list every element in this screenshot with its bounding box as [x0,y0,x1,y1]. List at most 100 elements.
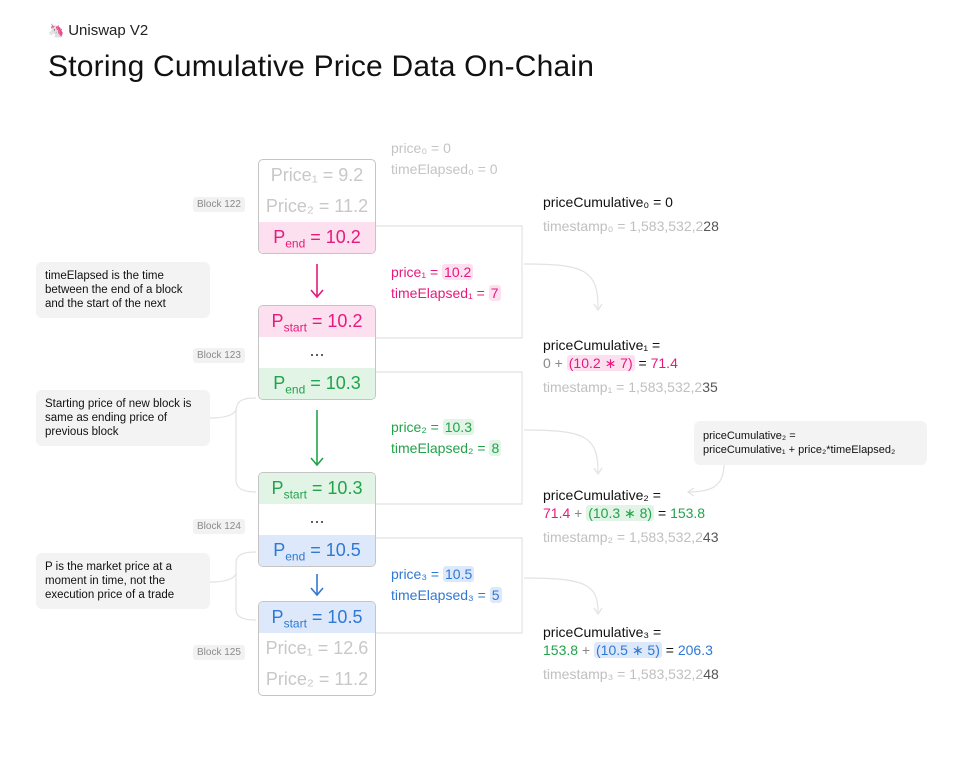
equals-sign: = [661,642,678,658]
interval-te-value: 5 [489,587,502,603]
timestamp-prefix: timestamp₃ = 1,583,532,2 [543,666,704,682]
timestamp-1: timestamp₁ = 1,583,532,235 [543,378,718,396]
block-125-p-start: Pstart = 10.5 [259,602,375,633]
block-123-dots: ... [309,340,325,360]
p-letter: P [271,311,284,331]
block-label-124: Block 124 [193,519,245,534]
interval-1: price₁ = 10.2 timeElapsed₁ = 7 [391,262,501,304]
note-market-price: P is the market price at a moment in tim… [36,553,210,609]
timestamp-suffix: 43 [702,529,719,545]
timestamp-0: timestamp₀ = 1,583,532,228 [543,217,719,235]
interval-3: price₃ = 10.5 timeElapsed₃ = 5 [391,564,502,606]
curve-to-cumulative-3 [523,577,599,613]
curve-to-cumulative-1 [523,263,599,309]
timestamp-suffix: 28 [703,218,719,234]
timestamp-prefix: timestamp₀ = 1,583,532,2 [543,218,704,234]
brand: 🦄 Uniswap V2 [48,22,148,39]
interval-price-label: price₂ = [391,419,443,435]
block-124-p-start: Pstart = 10.3 [259,473,375,504]
block-125-price1: Price₁ = 12.6 [265,638,369,658]
sub-end: end [285,236,306,251]
block-124-p-end: Pend = 10.5 [259,535,375,566]
initial-values: price₀ = 0 timeElapsed₀ = 0 [391,138,498,180]
cumulative-prev: 0 [543,355,551,371]
p-start-value: = 10.3 [306,478,363,498]
plus-sign: + [578,642,595,658]
interval-te-value: 8 [489,440,502,456]
cumulative-prev: 153.8 [543,642,579,658]
time-elapsed0-text: timeElapsed₀ = 0 [391,161,498,177]
p-start-value: = 10.5 [306,607,363,627]
cumulative-2-equation: 71.4 + (10.3 ∗ 8) = 153.8 [543,504,719,522]
equals-sign: = [654,505,671,521]
p-letter: P [273,540,286,560]
block-125-price2: Price₂ = 11.2 [265,669,369,689]
block-123: Pstart = 10.2 ... Pend = 10.3 [258,305,376,400]
interval-price-value: 10.5 [443,566,475,582]
price0-text: price₀ = 0 [391,140,451,156]
unicorn-icon: 🦄 [48,22,65,38]
p-end-value: = 10.2 [305,227,361,247]
interval-te-value: 7 [488,285,501,301]
note-connector-starting-price-2 [209,409,237,419]
block-124: Pstart = 10.3 ... Pend = 10.5 [258,472,376,567]
formula-note: priceCumulative₂ = priceCumulative₁ + pr… [694,421,927,465]
block-122-price2: Price₂ = 11.2 [265,196,369,216]
note-connector-market-price [235,551,257,621]
cumulative-result: 206.3 [677,642,713,658]
block-label-125: Block 125 [193,645,245,660]
block-label-123: Block 123 [193,348,245,363]
cumulative-1-equation: 0 + (10.2 ∗ 7) = 71.4 [543,354,718,372]
interval-2: price₂ = 10.3 timeElapsed₂ = 8 [391,417,502,459]
cumulative-3: priceCumulative₃ = 153.8 + (10.5 ∗ 5) = … [543,623,719,683]
cumulative-product: (10.5 ∗ 5) [594,642,662,658]
cumulative-3-equation: 153.8 + (10.5 ∗ 5) = 206.3 [543,641,719,659]
interval-bracket-2 [376,371,523,505]
note-connector-starting-price [235,397,257,493]
block-122: Price₁ = 9.2 Price₂ = 11.2 Pend = 10.2 [258,159,376,254]
cumulative-0-label: priceCumulative₀ = 0 [543,194,673,210]
interval-price-value: 10.3 [442,419,474,435]
sub-start: start [283,616,307,631]
note-connector-market-price-2 [209,573,237,583]
note-time-elapsed: timeElapsed is the time between the end … [36,262,210,318]
equals-sign: = [634,355,651,371]
cumulative-result: 153.8 [670,505,706,521]
formula-connector [687,463,725,493]
timestamp-prefix: timestamp₁ = 1,583,532,2 [543,379,703,395]
cumulative-result: 71.4 [650,355,678,371]
cumulative-0: priceCumulative₀ = 0 timestamp₀ = 1,583,… [543,193,719,235]
interval-te-label: timeElapsed₃ = [391,587,490,603]
cumulative-prev: 71.4 [543,505,571,521]
timestamp-suffix: 35 [702,379,718,395]
sub-end: end [285,382,306,397]
sub-start: start [283,487,307,502]
timestamp-prefix: timestamp₂ = 1,583,532,2 [543,529,703,545]
block-122-p-end: Pend = 10.2 [259,222,375,253]
interval-price-label: price₃ = [391,566,444,582]
interval-price-value: 10.2 [442,264,474,280]
p-end-value: = 10.5 [305,540,361,560]
timestamp-3: timestamp₃ = 1,583,532,248 [543,665,719,683]
p-letter: P [273,373,286,393]
cumulative-product: (10.3 ∗ 8) [586,505,655,521]
plus-sign: + [550,355,567,371]
brand-label: Uniswap V2 [68,22,149,39]
note-starting-price: Starting price of new block is same as e… [36,390,210,446]
cumulative-2: priceCumulative₂ = 71.4 + (10.3 ∗ 8) = 1… [543,486,719,546]
p-letter: P [271,478,284,498]
cumulative-3-label: priceCumulative₃ = [543,624,662,640]
interval-te-label: timeElapsed₁ = [391,285,489,301]
sub-start: start [283,320,307,335]
block-123-p-start: Pstart = 10.2 [259,306,375,337]
block-125: Pstart = 10.5 Price₁ = 12.6 Price₂ = 11.… [258,601,376,696]
cumulative-1-label: priceCumulative₁ = [543,337,661,353]
interval-te-label: timeElapsed₂ = [391,440,490,456]
p-letter: P [271,607,284,627]
p-end-value: = 10.3 [305,373,361,393]
interval-bracket-1 [376,225,523,339]
block-123-p-end: Pend = 10.3 [259,368,375,399]
p-start-value: = 10.2 [306,311,363,331]
cumulative-1: priceCumulative₁ = 0 + (10.2 ∗ 7) = 71.4… [543,336,718,396]
